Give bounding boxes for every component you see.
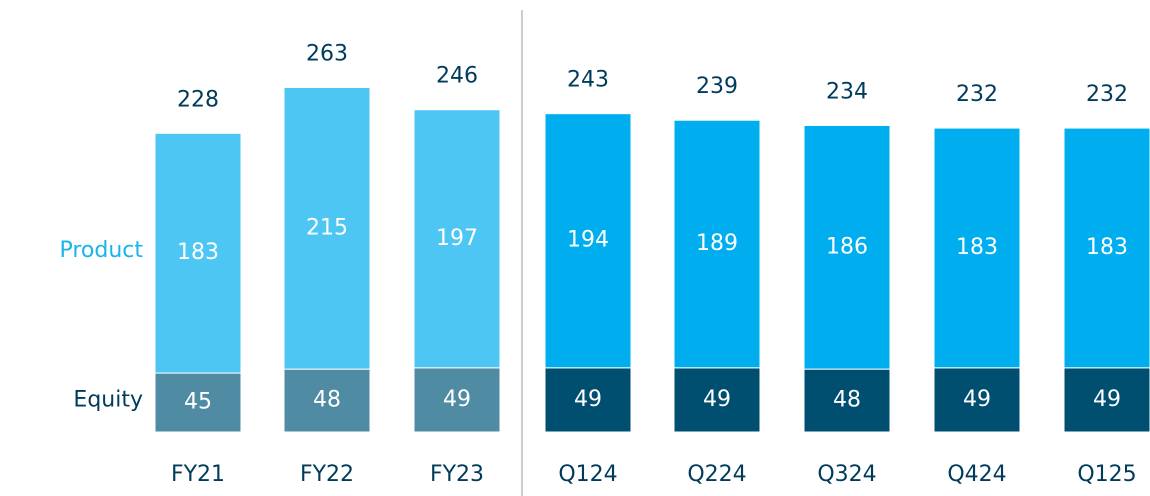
bar-segment xyxy=(413,367,501,433)
data-label: 49 xyxy=(443,387,471,412)
bar-segment xyxy=(544,113,632,369)
total-label: 232 xyxy=(1086,82,1128,107)
bar-segment xyxy=(803,368,891,433)
data-label: 48 xyxy=(313,388,341,413)
data-label: 215 xyxy=(306,215,348,240)
data-label: 183 xyxy=(1086,235,1128,260)
total-label: 228 xyxy=(177,87,219,112)
data-label: 49 xyxy=(963,387,991,412)
data-label: 49 xyxy=(703,387,731,412)
bar-segment xyxy=(673,367,761,433)
bar-segment xyxy=(933,367,1021,433)
bar-segment xyxy=(803,124,891,370)
bar-segment xyxy=(413,109,501,369)
bar-segment xyxy=(544,367,632,433)
total-label: 243 xyxy=(567,68,609,93)
bar-segment xyxy=(1063,127,1150,369)
total-label: 246 xyxy=(436,64,478,89)
legend-label: Product xyxy=(59,238,143,263)
x-tick-label: FY23 xyxy=(430,462,484,487)
bar-segment xyxy=(673,119,761,369)
data-label: 45 xyxy=(184,390,212,415)
total-label: 232 xyxy=(956,82,998,107)
data-label: 186 xyxy=(826,234,868,259)
data-label: 49 xyxy=(1093,387,1121,412)
bar-segment xyxy=(1063,367,1150,433)
x-tick-label: Q224 xyxy=(687,462,746,487)
total-label: 239 xyxy=(696,74,738,99)
x-tick-label: Q424 xyxy=(947,462,1006,487)
bar-segment xyxy=(154,132,242,374)
x-tick-label: Q124 xyxy=(558,462,617,487)
bar-segment xyxy=(933,127,1021,369)
data-label: 194 xyxy=(567,228,609,253)
data-label: 183 xyxy=(956,235,998,260)
x-tick-label: FY21 xyxy=(171,462,225,487)
data-label: 197 xyxy=(436,226,478,251)
data-label: 48 xyxy=(833,388,861,413)
x-tick-label: Q125 xyxy=(1077,462,1136,487)
legend-label: Equity xyxy=(73,388,143,413)
x-tick-label: Q324 xyxy=(817,462,876,487)
data-label: 183 xyxy=(177,240,219,265)
data-label: 49 xyxy=(574,387,602,412)
data-label: 189 xyxy=(696,231,738,256)
bar-segment xyxy=(154,372,242,433)
bar-segment xyxy=(283,86,371,370)
total-label: 263 xyxy=(306,41,348,66)
x-tick-label: FY22 xyxy=(300,462,354,487)
total-label: 234 xyxy=(826,79,868,104)
